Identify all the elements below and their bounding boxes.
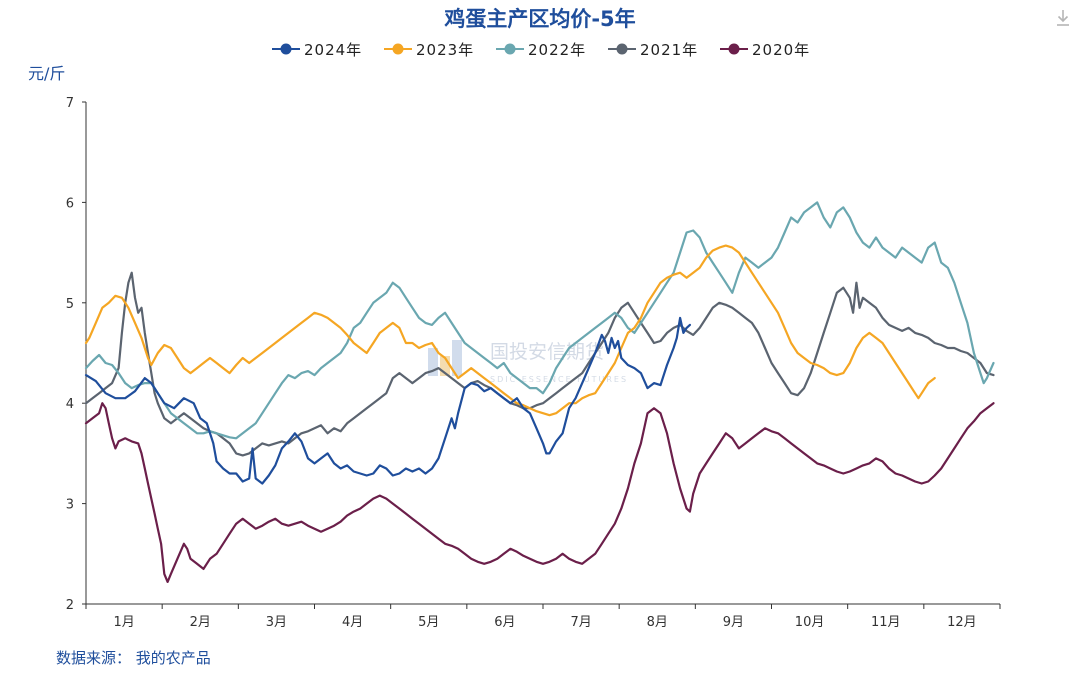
legend-label: 2023年 <box>416 41 474 59</box>
x-tick-label: 7月 <box>570 615 591 630</box>
y-tick-label: 6 <box>66 196 74 211</box>
legend-marker-icon <box>728 43 740 55</box>
x-tick-label: 8月 <box>647 615 668 630</box>
series-line-2 <box>84 201 995 440</box>
x-tick-label: 10月 <box>795 615 825 630</box>
x-tick-label: 12月 <box>947 615 977 630</box>
legend-marker-icon <box>616 43 628 55</box>
x-tick-label: 2月 <box>190 615 211 630</box>
x-tick-label: 9月 <box>723 615 744 630</box>
series-group <box>84 201 995 583</box>
x-tick-label: 5月 <box>418 615 439 630</box>
y-tick-label: 2 <box>66 598 74 613</box>
chart-title: 鸡蛋主产区均价-5年 <box>443 7 635 31</box>
y-tick-label: 3 <box>66 498 74 513</box>
download-icon[interactable] <box>1057 10 1069 26</box>
legend-item-1[interactable]: 2023年 <box>384 41 474 59</box>
watermark: 国投安信期货 SDIC ESSENCE FUTURES <box>428 340 628 384</box>
watermark-logo-icon <box>428 340 462 376</box>
watermark-subtext: SDIC ESSENCE FUTURES <box>490 375 628 384</box>
x-tick-label: 6月 <box>494 615 515 630</box>
watermark-text: 国投安信期货 <box>490 341 604 363</box>
legend-label: 2021年 <box>640 41 698 59</box>
y-tick-label: 5 <box>66 297 74 312</box>
x-tick-label: 1月 <box>113 615 134 630</box>
series-line-3 <box>84 271 995 457</box>
y-axis-unit: 元/斤 <box>28 64 65 83</box>
series-line-4 <box>84 402 995 583</box>
legend-marker-icon <box>280 43 292 55</box>
x-tick-label: 4月 <box>342 615 363 630</box>
legend-label: 2024年 <box>304 41 362 59</box>
y-tick-label: 4 <box>66 397 74 412</box>
series-line-0 <box>84 316 691 485</box>
chart-legend: 2024年 2023年 2022年 2021年 2020年 <box>272 41 810 59</box>
series-line-1 <box>84 244 936 417</box>
legend-marker-icon <box>504 43 516 55</box>
data-source: 数据来源： 我的农产品 <box>56 649 211 667</box>
legend-label: 2020年 <box>752 41 810 59</box>
axes: 2 3 4 5 6 7 1月 2月 3月 4月 5月 6月 7月 8月 9月 10月 11月 12月 <box>66 96 1001 630</box>
legend-item-0[interactable]: 2024年 <box>272 41 362 59</box>
legend-label: 2022年 <box>528 41 586 59</box>
legend-item-4[interactable]: 2020年 <box>720 41 810 59</box>
y-tick-label: 7 <box>66 96 74 111</box>
legend-marker-icon <box>392 43 404 55</box>
x-tick-label: 3月 <box>266 615 287 630</box>
legend-item-3[interactable]: 2021年 <box>608 41 698 59</box>
x-tick-label: 11月 <box>871 615 901 630</box>
legend-item-2[interactable]: 2022年 <box>496 41 586 59</box>
